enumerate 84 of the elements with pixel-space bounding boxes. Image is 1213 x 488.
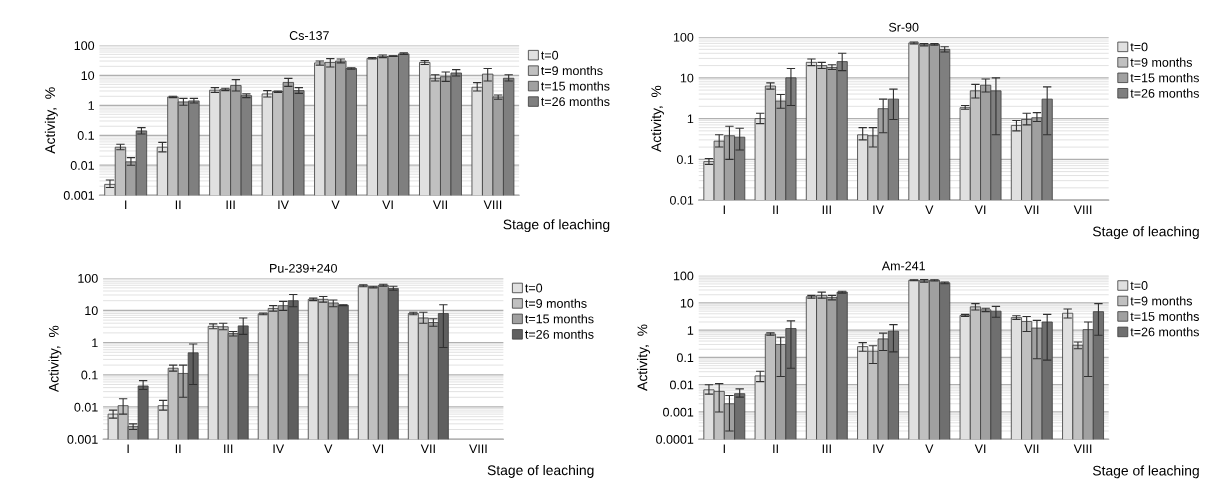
y-tick-label: 0.01 [669,195,694,205]
x-tick-label: I [723,205,725,214]
x-tick-label: IV [273,444,285,454]
legend-label: t=0 [525,283,543,293]
legend-label: t=15 months [1130,311,1199,321]
legend-label: t=26 months [1130,88,1199,98]
legend-label: t=15 months [1130,73,1199,83]
chart-title: Sr-90 [888,22,919,32]
y-tick-label: 1 [687,114,694,124]
x-tick-label: VIII [483,200,502,210]
y-tick-label: 0.01 [669,380,694,390]
legend-label: t=26 months [1130,327,1199,337]
y-tick-label: 100 [673,271,694,281]
y-tick-label: 10 [680,298,694,308]
x-axis-title: Stage of leaching [1092,465,1199,479]
y-axis-title: Activity, % [44,87,58,154]
y-tick-label: 0.1 [77,131,94,140]
x-tick-label: III [224,444,233,454]
y-axis-title: Activity, % [637,324,651,391]
x-tick-label: VIII [1073,205,1092,214]
x-tick-label: III [226,200,235,210]
x-tick-label: VII [1024,205,1039,214]
legend-label: t=0 [541,50,559,60]
x-tick-label: I [723,444,725,454]
legend-label: t=9 months [525,298,587,308]
x-tick-label: I [125,200,127,210]
x-tick-label: II [773,205,778,214]
y-tick-label: 1 [92,338,98,348]
legend-label: t=9 months [1130,57,1193,67]
x-tick-label: IV [278,200,289,210]
x-tick-label: VIII [469,444,487,454]
y-tick-label: 100 [673,32,694,42]
legend-label: t=0 [1130,42,1148,52]
x-tick-label: V [925,444,934,454]
y-axis-title: Activity, % [651,85,664,152]
chart-title: Cs-137 [289,31,329,40]
y-tick-label: 0.001 [67,435,98,444]
x-tick-label: II [175,200,181,210]
x-axis-title: Stage of leaching [1092,226,1199,240]
legend-label: t=26 months [525,329,594,339]
y-tick-label: 1 [88,101,94,110]
chart-title: Pu-239+240 [270,263,337,273]
y-tick-label: 0.0001 [656,435,694,444]
y-tick-label: 100 [78,273,98,283]
x-tick-label: VI [974,205,986,214]
x-tick-label: V [925,205,934,214]
legend-label: t=0 [1130,281,1148,290]
legend-label: t=9 months [541,65,603,76]
y-tick-label: 0.01 [70,161,94,170]
x-tick-label: IV [873,444,884,454]
y-tick-label: 0.1 [676,155,694,164]
x-tick-label: VI [372,444,384,454]
x-tick-label: VI [382,200,393,210]
x-tick-label: V [324,444,333,454]
y-axis-title: Activity, % [48,325,62,393]
y-tick-label: 100 [74,41,95,51]
y-tick-label: 0.1 [81,370,98,380]
y-tick-label: 10 [81,71,95,80]
chart-title: Am-241 [881,261,925,271]
y-tick-label: 1 [687,326,694,335]
x-tick-label: VII [1024,444,1039,454]
x-axis-title: Stage of leaching [487,464,594,478]
y-tick-label: 0.01 [74,402,98,412]
x-tick-label: VI [974,444,986,454]
y-tick-label: 0.001 [663,407,694,417]
x-tick-label: VII [432,200,447,210]
y-tick-label: 0.1 [676,353,694,363]
x-tick-label: V [331,200,340,210]
x-tick-label: IV [873,205,884,214]
x-tick-label: II [175,444,181,454]
x-tick-label: VII [420,444,435,454]
x-tick-label: I [127,444,129,454]
y-tick-label: 10 [680,73,694,83]
x-tick-label: III [822,444,831,454]
x-tick-label: III [822,205,831,214]
y-tick-label: 10 [85,306,98,316]
legend-label: t=9 months [1130,296,1193,306]
legend-label: t=15 months [525,314,594,324]
x-tick-label: VIII [1073,444,1092,454]
legend-label: t=26 months [541,96,610,107]
legend-label: t=15 months [541,81,610,91]
y-tick-label: 0.001 [63,191,94,200]
x-tick-label: II [773,444,778,454]
x-axis-title: Stage of leaching [503,219,610,233]
